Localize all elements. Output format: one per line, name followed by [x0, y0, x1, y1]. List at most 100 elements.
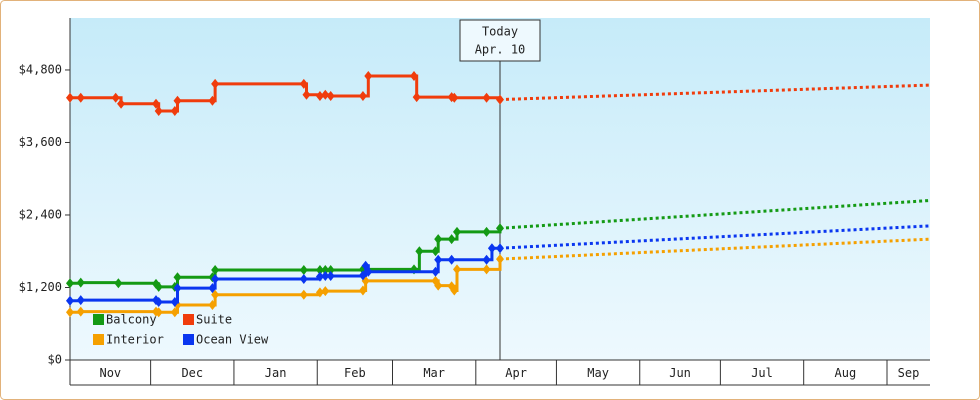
point-marker — [364, 71, 373, 82]
x-tick-label: Apr — [505, 366, 527, 380]
point-marker — [412, 92, 421, 103]
point-marker — [211, 274, 220, 285]
legend-swatch — [183, 334, 194, 345]
point-marker — [76, 306, 85, 317]
point-marker — [431, 246, 440, 257]
point-marker — [482, 226, 491, 237]
x-tick-label: Jun — [669, 366, 691, 380]
point-marker — [496, 243, 504, 254]
point-marker — [154, 307, 163, 318]
point-marker — [315, 287, 324, 298]
x-tick-label: May — [587, 366, 609, 380]
point-marker — [321, 264, 330, 275]
point-marker — [358, 90, 367, 101]
today-label: Today — [482, 25, 518, 39]
point-marker — [173, 95, 182, 106]
point-marker — [496, 223, 504, 234]
x-tick-label: Jan — [265, 366, 287, 380]
point-marker — [299, 274, 308, 285]
point-marker — [66, 307, 74, 318]
point-marker — [482, 264, 491, 275]
point-marker — [326, 264, 335, 275]
point-marker — [66, 92, 74, 103]
point-marker — [152, 98, 160, 109]
point-marker — [410, 71, 418, 82]
point-marker — [358, 270, 367, 281]
point-marker — [299, 78, 308, 89]
point-marker — [111, 92, 120, 103]
point-marker — [76, 277, 85, 288]
point-marker — [66, 278, 74, 289]
x-tick-label: Sep — [898, 366, 920, 380]
point-marker — [170, 106, 179, 117]
point-marker — [326, 271, 335, 282]
x-tick-label: Jul — [751, 366, 773, 380]
legend-swatch — [93, 334, 104, 345]
today-box — [459, 19, 541, 62]
legend-label: Suite — [196, 313, 232, 327]
legend-label: Interior — [106, 333, 164, 347]
y-tick-label: $0 — [48, 353, 62, 367]
point-marker — [453, 264, 461, 275]
legend-label: Ocean View — [196, 333, 269, 347]
x-tick-label: Aug — [835, 366, 857, 380]
point-marker — [66, 295, 74, 306]
point-marker — [450, 285, 459, 296]
point-marker — [434, 234, 443, 245]
point-marker — [321, 286, 330, 297]
point-marker — [76, 295, 85, 306]
point-marker — [114, 278, 123, 289]
point-marker — [154, 296, 163, 307]
point-marker — [450, 92, 459, 103]
point-marker — [208, 283, 217, 294]
x-tick-label: Dec — [181, 366, 203, 380]
y-tick-label: $4,800 — [19, 62, 62, 76]
point-marker — [434, 254, 443, 265]
point-marker — [358, 285, 367, 296]
today-label: Apr. 10 — [475, 43, 526, 57]
y-tick-label: $1,200 — [19, 280, 62, 294]
point-marker — [321, 89, 330, 100]
point-marker — [299, 289, 308, 300]
point-marker — [496, 94, 504, 105]
point-marker — [434, 280, 443, 291]
y-tick-label: $2,400 — [19, 207, 62, 221]
x-tick-label: Feb — [344, 366, 366, 380]
point-marker — [453, 226, 461, 237]
point-marker — [415, 246, 424, 257]
point-marker — [364, 266, 373, 277]
point-marker — [117, 98, 126, 109]
point-marker — [315, 264, 324, 275]
y-tick-label: $3,600 — [19, 135, 62, 149]
x-tick-label: Mar — [423, 366, 445, 380]
point-marker — [211, 78, 220, 89]
legend-swatch — [183, 314, 194, 325]
point-marker — [447, 234, 456, 245]
point-marker — [211, 264, 220, 275]
point-marker — [208, 95, 217, 106]
point-marker — [431, 266, 440, 277]
point-marker — [315, 271, 324, 282]
point-marker — [154, 281, 163, 292]
point-marker — [482, 254, 491, 265]
point-marker — [482, 92, 491, 103]
point-marker — [299, 264, 308, 275]
legend-label: Balcony — [106, 313, 157, 327]
point-marker — [315, 90, 324, 101]
point-marker — [173, 272, 182, 283]
point-marker — [302, 89, 311, 100]
point-marker — [496, 254, 504, 265]
point-marker — [173, 283, 182, 294]
x-tick-label: Nov — [99, 366, 121, 380]
point-marker — [321, 271, 330, 282]
point-marker — [208, 300, 217, 311]
legend-swatch — [93, 314, 104, 325]
point-marker — [76, 92, 85, 103]
point-marker — [170, 307, 179, 318]
point-marker — [154, 106, 163, 117]
point-marker — [170, 296, 179, 307]
point-marker — [211, 289, 220, 300]
point-marker — [326, 90, 335, 101]
point-marker — [487, 243, 496, 254]
